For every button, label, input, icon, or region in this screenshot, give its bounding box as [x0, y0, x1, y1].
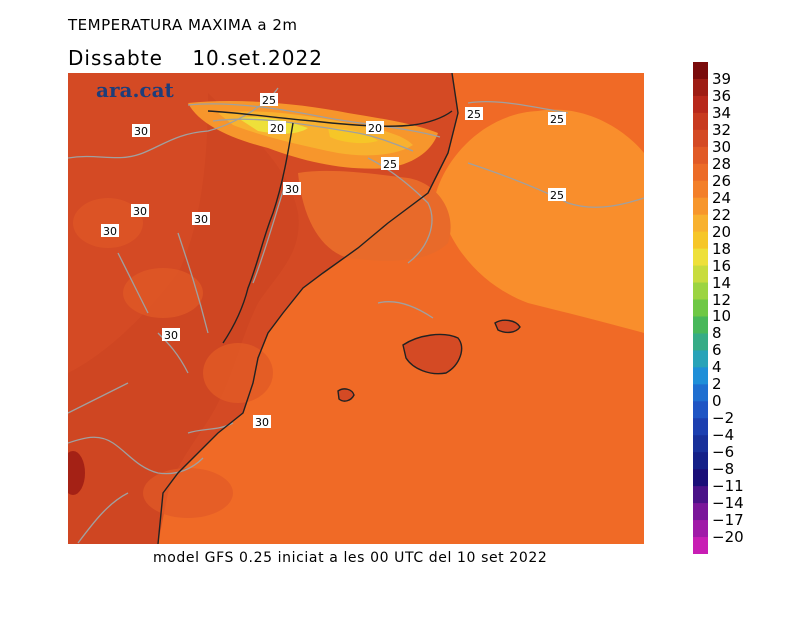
colorbar-swatch [693, 163, 708, 182]
colorbar-tick-label: 10 [712, 307, 732, 326]
colorbar-tick-label: 0 [712, 392, 722, 411]
contour-label: 30 [162, 328, 180, 342]
colorbar-swatch [693, 384, 708, 402]
colorbar-swatch [693, 78, 708, 97]
svg-text:25: 25 [467, 108, 481, 121]
colorbar-swatch [693, 452, 708, 470]
colorbar-tick-label: −17 [712, 511, 744, 530]
colorbar-swatch [693, 333, 708, 351]
colorbar-swatch [693, 418, 708, 436]
ibiza [338, 388, 354, 402]
colorbar-tick-label: 30 [712, 137, 732, 156]
colorbar-tick-label: −6 [712, 443, 735, 462]
colorbar-swatch [693, 469, 708, 487]
colorbar-swatch [693, 520, 708, 538]
colorbar-tick-label: 32 [712, 120, 732, 139]
colorbar-swatch [693, 265, 708, 284]
eastern-sea-area [436, 109, 644, 333]
colorbar-swatch [693, 282, 708, 301]
svg-text:25: 25 [550, 113, 564, 126]
contour-label: 30 [253, 415, 271, 429]
colorbar [693, 62, 708, 554]
colorbar-swatch [693, 231, 708, 250]
model-footer: model GFS 0.25 iniciat a les 00 UTC del … [153, 550, 548, 566]
colorbar-tick-label: 8 [712, 324, 722, 343]
colorbar-tick-label: 22 [712, 205, 732, 224]
contour-label: 30 [192, 212, 210, 226]
contour-label: 25 [465, 107, 483, 121]
svg-text:30: 30 [164, 329, 178, 342]
colorbar-tick-label: 39 [712, 69, 732, 88]
colorbar-swatch [693, 435, 708, 453]
colorbar-tick-label: −14 [712, 494, 744, 513]
colorbar-tick-label: 24 [712, 188, 732, 207]
colorbar-swatch [693, 537, 708, 554]
coastlines-borders [157, 73, 521, 544]
colorbar-tick-label: 18 [712, 239, 732, 258]
svg-text:30: 30 [285, 183, 299, 196]
contour-label: 30 [283, 182, 301, 196]
colorbar-swatch [693, 367, 708, 385]
colorbar-swatch [693, 95, 708, 114]
colorbar-tick-label: −4 [712, 426, 735, 445]
colorbar-swatch [693, 180, 708, 199]
colorbar-tick-label: −8 [712, 460, 735, 479]
colorbar-tick-label: −20 [712, 528, 744, 547]
contour-lines [68, 87, 644, 544]
colorbar-swatch [693, 299, 708, 317]
colorbar-swatch [693, 503, 708, 521]
contour-label: 25 [548, 112, 566, 126]
colorbar-tick-label: −2 [712, 409, 735, 428]
svg-text:25: 25 [383, 158, 397, 171]
logo: ara.cat [96, 78, 174, 102]
mallorca [403, 334, 462, 374]
colorbar-tick-label: 16 [712, 256, 732, 275]
svg-text:30: 30 [194, 213, 208, 226]
chart-title: TEMPERATURA MAXIMA a 2m [68, 16, 298, 34]
contour-labels: 25 20 20 30 25 25 25 30 30 30 25 30 30 3… [101, 93, 566, 429]
contour-label: 30 [132, 124, 150, 138]
contour-label: 20 [268, 121, 286, 135]
colorbar-tick-label: 14 [712, 273, 732, 292]
colorbar-tick-label: 6 [712, 341, 722, 360]
contour-label: 25 [548, 188, 566, 202]
svg-text:30: 30 [133, 205, 147, 218]
colorbar-tick-label: 34 [712, 103, 732, 122]
contour-label: 20 [366, 121, 384, 135]
colorbar-swatch [693, 197, 708, 216]
menorca [495, 320, 520, 333]
colorbar-swatch [693, 214, 708, 233]
colorbar-tick-label: 28 [712, 154, 732, 173]
colorbar-swatch [693, 248, 708, 267]
colorbar-swatch [693, 146, 708, 165]
temperature-map: 25 20 20 30 25 25 25 30 30 30 25 30 30 3… [68, 73, 644, 544]
contour-label: 25 [381, 157, 399, 171]
svg-text:25: 25 [262, 94, 276, 107]
svg-text:20: 20 [368, 122, 382, 135]
contour-label: 30 [131, 204, 149, 218]
colorbar-swatch [693, 129, 708, 148]
colorbar-swatch [693, 401, 708, 419]
svg-text:20: 20 [270, 122, 284, 135]
svg-text:30: 30 [134, 125, 148, 138]
colorbar-tick-label: −11 [712, 477, 744, 496]
svg-text:30: 30 [255, 416, 269, 429]
colorbar-swatch [693, 62, 708, 80]
colorbar-swatch [693, 350, 708, 368]
svg-text:25: 25 [550, 189, 564, 202]
contour-label: 25 [260, 93, 278, 107]
colorbar-tick-label: 36 [712, 86, 732, 105]
colorbar-tick-label: 20 [712, 222, 732, 241]
colorbar-tick-label: 4 [712, 358, 722, 377]
colorbar-tick-label: 26 [712, 171, 732, 190]
contour-label: 30 [101, 224, 119, 238]
colorbar-tick-label: 2 [712, 375, 722, 394]
colorbar-swatch [693, 316, 708, 334]
colorbar-tick-label: 12 [712, 290, 732, 309]
colorbar-swatch [693, 486, 708, 504]
colorbar-swatch [693, 112, 708, 131]
date-subtitle: Dissabte 10.set.2022 [68, 46, 323, 70]
svg-text:30: 30 [103, 225, 117, 238]
